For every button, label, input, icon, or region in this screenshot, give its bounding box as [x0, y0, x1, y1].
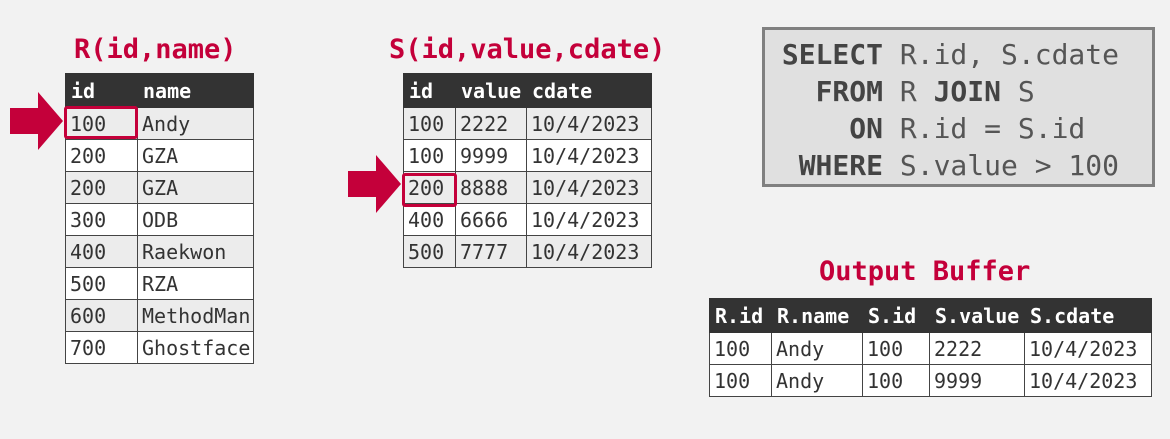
- table-cell: 10/4/2023: [1024, 332, 1152, 365]
- sql-line: SELECT R.id, S.cdate: [771, 36, 1152, 73]
- column-header: S.cdate: [1024, 298, 1152, 333]
- sql-line: ON R.id = S.id: [771, 110, 1152, 147]
- table-cell: GZA: [137, 139, 254, 172]
- table-cell: RZA: [137, 267, 254, 300]
- table-cell: Andy: [771, 332, 863, 365]
- sql-line: WHERE S.value > 100: [771, 147, 1152, 184]
- table-cell: 500: [65, 267, 138, 300]
- table-row: 200 GZA: [65, 139, 254, 172]
- sql-keyword: WHERE: [798, 149, 883, 182]
- sql-clause: S.value > 100: [900, 149, 1119, 182]
- sql-keyword: ON: [849, 112, 883, 145]
- table-cell: 100: [403, 139, 456, 172]
- table-cell: 10/4/2023: [526, 203, 652, 236]
- cursor-highlight-s: [402, 173, 457, 207]
- header-row: R.id R.name S.id S.value S.cdate: [709, 298, 1152, 333]
- output-buffer-title: Output Buffer: [819, 256, 1031, 287]
- table-cell: 300: [65, 203, 138, 236]
- table-cell: 200: [65, 139, 138, 172]
- sql-clause: R.id, S.cdate: [900, 38, 1119, 71]
- table-cell: Ghostface: [137, 331, 254, 364]
- table-cell: 10/4/2023: [526, 107, 652, 140]
- table-cell: 6666: [455, 203, 527, 236]
- table-cell: GZA: [137, 171, 254, 204]
- table-cell: 100: [709, 332, 772, 365]
- table-cell: 7777: [455, 235, 527, 268]
- table-cell: 700: [65, 331, 138, 364]
- table-row: 200 8888 10/4/2023: [403, 171, 652, 204]
- table-cell: 100: [403, 107, 456, 140]
- sql-text: R.id, S.cdate: [899, 38, 1120, 71]
- sql-keyword: SELECT: [781, 38, 883, 71]
- cursor-arrow-icon-r: [10, 92, 63, 150]
- sql-text: R: [899, 75, 934, 108]
- table-r-title: R(id,name): [74, 34, 237, 65]
- column-header: id: [403, 73, 456, 108]
- table-s: id value cdate 100 2222 10/4/2023 100 9999 10/4/…: [403, 73, 652, 268]
- cursor-arrow-icon-s: [348, 155, 401, 213]
- header-row: id value cdate: [403, 73, 652, 108]
- table-row: 300 ODB: [65, 203, 254, 236]
- table-row: 600 MethodMan: [65, 299, 254, 332]
- column-header: R.name: [771, 298, 863, 333]
- sql-query-box: SELECT R.id, S.cdate FROM R JOIN S ON R.id…: [762, 27, 1155, 187]
- table-cell: 100: [709, 364, 772, 397]
- table-cell: Raekwon: [137, 235, 254, 268]
- output-buffer-table: R.id R.name S.id S.value S.cdate 100 Andy 100 22…: [709, 298, 1152, 397]
- table-cell: ODB: [137, 203, 254, 236]
- sql-clause: R.id = S.id: [900, 112, 1085, 145]
- table-cell: 500: [403, 235, 456, 268]
- table-row: 100 Andy 100 9999 10/4/2023: [709, 364, 1152, 397]
- column-header: S.value: [929, 298, 1025, 333]
- table-row: 100 9999 10/4/2023: [403, 139, 652, 172]
- column-header: value: [455, 73, 527, 108]
- table-cell: 9999: [455, 139, 527, 172]
- sql-keyword: JOIN: [933, 75, 1002, 108]
- sql-text: S: [1001, 75, 1035, 108]
- table-s-title: S(id,value,cdate): [389, 34, 666, 65]
- table-row: 100 Andy 100 2222 10/4/2023: [709, 332, 1152, 365]
- header-row: id name: [65, 73, 254, 108]
- table-cell: Andy: [137, 107, 254, 140]
- column-header: S.id: [862, 298, 930, 333]
- table-cell: 10/4/2023: [1024, 364, 1152, 397]
- column-header: R.id: [709, 298, 772, 333]
- column-header: name: [137, 73, 254, 108]
- table-cell: 100: [862, 332, 930, 365]
- column-header: id: [65, 73, 138, 108]
- table-cell: 10/4/2023: [526, 235, 652, 268]
- table-row: 500 7777 10/4/2023: [403, 235, 652, 268]
- sql-text: R.id = S.id: [899, 112, 1086, 145]
- table-cell: 10/4/2023: [526, 139, 652, 172]
- table-row: 500 RZA: [65, 267, 254, 300]
- column-header: cdate: [526, 73, 652, 108]
- table-cell: 600: [65, 299, 138, 332]
- table-cell: MethodMan: [137, 299, 254, 332]
- table-row: 400 6666 10/4/2023: [403, 203, 652, 236]
- table-cell: 200: [65, 171, 138, 204]
- table-cell: 8888: [455, 171, 527, 204]
- table-row: 700 Ghostface: [65, 331, 254, 364]
- table-cell: 10/4/2023: [526, 171, 652, 204]
- table-cell: 100: [862, 364, 930, 397]
- table-cell: 400: [65, 235, 138, 268]
- sql-keyword: FROM: [815, 75, 883, 108]
- sql-line: FROM R JOIN S: [771, 73, 1152, 110]
- cursor-highlight-r: [64, 106, 138, 139]
- table-cell: Andy: [771, 364, 863, 397]
- sql-text: S.value > 100: [899, 149, 1120, 182]
- table-row: 100 2222 10/4/2023: [403, 107, 652, 140]
- table-cell: 400: [403, 203, 456, 236]
- table-r: id name 100 Andy 200 GZA 200 GZA 300 ODB 400 Raekwo…: [65, 73, 254, 364]
- sql-clause: R JOIN S: [900, 75, 1035, 108]
- table-row: 400 Raekwon: [65, 235, 254, 268]
- table-cell: 9999: [929, 364, 1025, 397]
- table-cell: 2222: [929, 332, 1025, 365]
- table-cell: 2222: [455, 107, 527, 140]
- table-row: 200 GZA: [65, 171, 254, 204]
